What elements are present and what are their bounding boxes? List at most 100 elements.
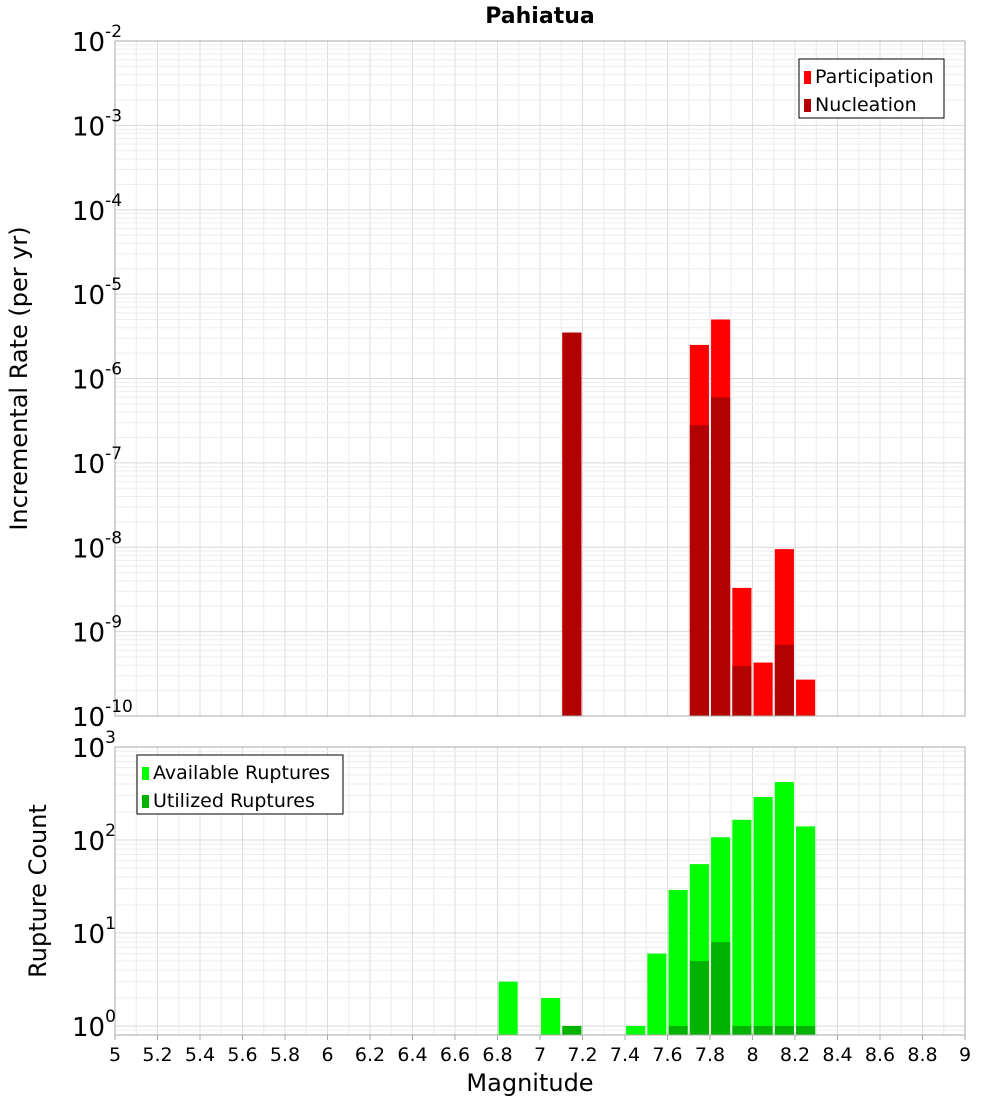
top-y-tick-label: 10-6 (72, 360, 122, 396)
bottom-y-tick-label: 102 (72, 821, 116, 857)
bottom-bar (562, 1025, 582, 1035)
y-tick-exponent: 0 (105, 1007, 116, 1027)
x-tick-label: 5.4 (185, 1044, 215, 1066)
top-grid (114, 40, 966, 717)
x-tick-label: 8.6 (865, 1044, 895, 1066)
bottom-y-tick-label: 100 (72, 1007, 116, 1043)
bottom-series-1 (562, 942, 816, 1035)
bottom-bar (647, 953, 667, 1035)
y-tick-base: 10 (72, 534, 105, 564)
top-y-axis-label: Incremental Rate (per yr) (5, 226, 33, 530)
bottom-bar (711, 942, 731, 1035)
y-tick-base: 10 (72, 619, 105, 649)
chart-title: Pahiatua (485, 4, 594, 29)
x-tick-label: 6.6 (440, 1044, 470, 1066)
bottom-bar (753, 796, 773, 1035)
top-legend: Participation Nucleation (798, 58, 945, 119)
x-tick-label: 8.8 (907, 1044, 937, 1066)
x-tick-label: 7.2 (567, 1044, 597, 1066)
x-tick-label: 5 (109, 1044, 121, 1066)
y-tick-base: 10 (72, 827, 105, 857)
y-tick-base: 10 (72, 28, 105, 58)
top-y-tick-label: 10-7 (72, 444, 122, 480)
y-tick-exponent: -4 (105, 191, 122, 211)
bottom-y-tick-label: 103 (72, 728, 116, 764)
top-bar (711, 397, 731, 716)
x-tick-label: 6 (321, 1044, 333, 1066)
legend-label: Utilized Ruptures (153, 790, 315, 812)
top-bar (753, 662, 773, 716)
legend-swatch (804, 99, 811, 112)
bottom-bar (774, 782, 794, 1035)
bottom-bar (689, 960, 709, 1035)
top-bar (732, 666, 752, 716)
bottom-bar (498, 981, 518, 1035)
bottom-bar (626, 1025, 646, 1035)
bottom-bar (774, 1025, 794, 1035)
x-tick-label: 7.4 (610, 1044, 640, 1066)
x-tick-label: 7 (534, 1044, 546, 1066)
bottom-bar (732, 819, 752, 1035)
x-tick-label: 5.2 (142, 1044, 172, 1066)
y-tick-base: 10 (72, 1013, 105, 1043)
y-tick-exponent: -6 (105, 360, 122, 380)
y-tick-exponent: -3 (105, 106, 122, 126)
legend-label: Nucleation (815, 94, 917, 116)
bottom-bar (796, 826, 816, 1035)
y-tick-base: 10 (72, 450, 105, 480)
x-tick-label: 5.8 (270, 1044, 300, 1066)
top-bar (774, 644, 794, 716)
legend-swatch (804, 71, 811, 84)
x-tick-label: 7.6 (652, 1044, 682, 1066)
x-axis-label: Magnitude (466, 1069, 593, 1097)
legend-label: Participation (815, 66, 934, 88)
bottom-bar (668, 1025, 688, 1035)
top-bar (689, 425, 709, 716)
legend-swatch (142, 795, 149, 808)
legend-box (136, 754, 344, 815)
y-tick-base: 10 (72, 112, 105, 142)
bottom-legend: Available Ruptures Utilized Ruptures (136, 754, 344, 815)
x-tick-label: 5.6 (227, 1044, 257, 1066)
x-tick-label: 6.4 (397, 1044, 427, 1066)
y-tick-exponent: 1 (105, 914, 116, 934)
bottom-bar (732, 1025, 752, 1035)
y-tick-exponent: -2 (105, 22, 122, 42)
y-tick-base: 10 (72, 281, 105, 311)
y-tick-base: 10 (72, 920, 105, 950)
top-series-1 (562, 332, 794, 716)
x-tick-label: 8.4 (822, 1044, 852, 1066)
y-tick-exponent: -5 (105, 275, 122, 295)
y-tick-exponent: -7 (105, 444, 122, 464)
x-tick-label: 9 (959, 1044, 971, 1066)
x-tick-label: 8.2 (780, 1044, 810, 1066)
top-y-tick-label: 10-8 (72, 528, 122, 564)
top-bar (562, 332, 582, 716)
bottom-bar (541, 997, 561, 1035)
bottom-y-tick-label: 101 (72, 914, 116, 950)
top-bar (796, 679, 816, 716)
y-tick-exponent: -8 (105, 528, 122, 548)
bottom-bar (796, 1025, 816, 1035)
y-tick-exponent: 2 (105, 821, 116, 841)
top-y-tick-label: 10-2 (72, 22, 122, 58)
top-y-tick-label: 10-3 (72, 106, 122, 142)
top-y-tick-label: 10-9 (72, 613, 122, 649)
legend-swatch (142, 767, 149, 780)
top-y-tick-label: 10-10 (72, 697, 133, 733)
x-tick-label: 8 (746, 1044, 758, 1066)
top-y-tick-label: 10-4 (72, 191, 122, 227)
y-tick-exponent: -10 (105, 697, 133, 717)
x-tick-label: 7.8 (695, 1044, 725, 1066)
y-tick-base: 10 (72, 197, 105, 227)
bottom-bar (668, 889, 688, 1035)
y-tick-exponent: 3 (105, 728, 116, 748)
top-y-tick-label: 10-5 (72, 275, 122, 311)
y-tick-base: 10 (72, 366, 105, 396)
legend-label: Available Ruptures (153, 762, 330, 784)
y-tick-base: 10 (72, 734, 105, 764)
bottom-series-0 (498, 782, 816, 1035)
x-tick-label: 6.8 (482, 1044, 512, 1066)
